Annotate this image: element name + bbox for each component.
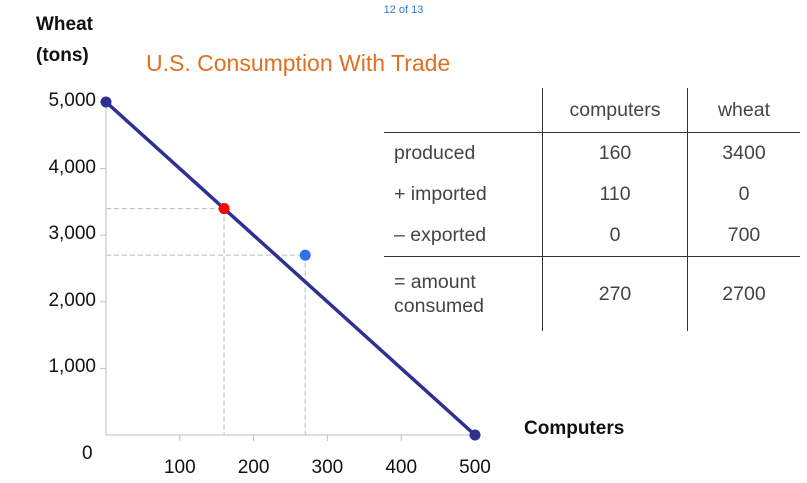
table-header-row: computers wheat	[384, 88, 800, 133]
consumption-point	[299, 249, 311, 261]
cell-computers: 110	[542, 174, 688, 215]
row-label: produced	[394, 142, 476, 164]
ppf-line	[104, 100, 477, 437]
y-axis-label-line-1: Wheat	[36, 14, 93, 35]
y-tick-label: 5,000	[48, 90, 96, 111]
total-computers: 270	[542, 256, 688, 331]
cell-wheat: 0	[738, 183, 750, 205]
cell-wheat: 700	[727, 224, 761, 246]
table-header-computers: computers	[542, 88, 688, 133]
total-label: = amount consumed	[384, 256, 543, 331]
x-tick-label: 100	[163, 457, 196, 478]
table-row: – exported 0 700	[384, 215, 800, 257]
table-row: produced 160 3400	[384, 132, 800, 174]
total-label-line-2: consumed	[394, 295, 484, 317]
cell-computers: 0	[542, 215, 688, 257]
y-tick-label: 4,000	[48, 156, 96, 178]
table-row: + imported 110 0	[384, 174, 800, 215]
table-total-row: = amount consumed 270 2700	[384, 256, 800, 331]
trade-table: computers wheat produced 160 3400 + impo…	[384, 88, 800, 331]
series-layer	[104, 100, 477, 437]
x-tick-label: 500	[459, 457, 491, 478]
x-axis-label: Computers	[524, 418, 625, 439]
page-counter: 12 of 13	[383, 4, 424, 16]
cell-wheat: 3400	[722, 142, 766, 164]
y-tick-label: 1,000	[48, 356, 96, 378]
ppf-endpoint	[469, 429, 481, 441]
total-label-line-1: = amount	[394, 271, 476, 293]
table-header-blank	[384, 88, 543, 133]
table-header-wheat: wheat	[687, 88, 800, 133]
guide-lines	[106, 207, 306, 435]
row-label: + imported	[394, 183, 487, 205]
x-tick-label: 200	[237, 457, 270, 478]
y-axis-label-line-2: (tons)	[36, 45, 89, 66]
cell-computers: 160	[542, 132, 688, 174]
origin-label: 0	[82, 443, 93, 464]
y-tick-label: 2,000	[48, 289, 96, 311]
chart-title: U.S. Consumption With Trade	[146, 50, 451, 76]
production-point	[218, 203, 230, 215]
row-label: – exported	[394, 224, 487, 246]
x-tick-label: 300	[311, 457, 344, 478]
ppf-endpoint	[100, 96, 112, 108]
x-tick-label: 400	[385, 457, 418, 478]
total-wheat: 2700	[687, 256, 800, 331]
y-tick-label: 3,000	[48, 223, 96, 245]
points-layer	[100, 96, 481, 441]
